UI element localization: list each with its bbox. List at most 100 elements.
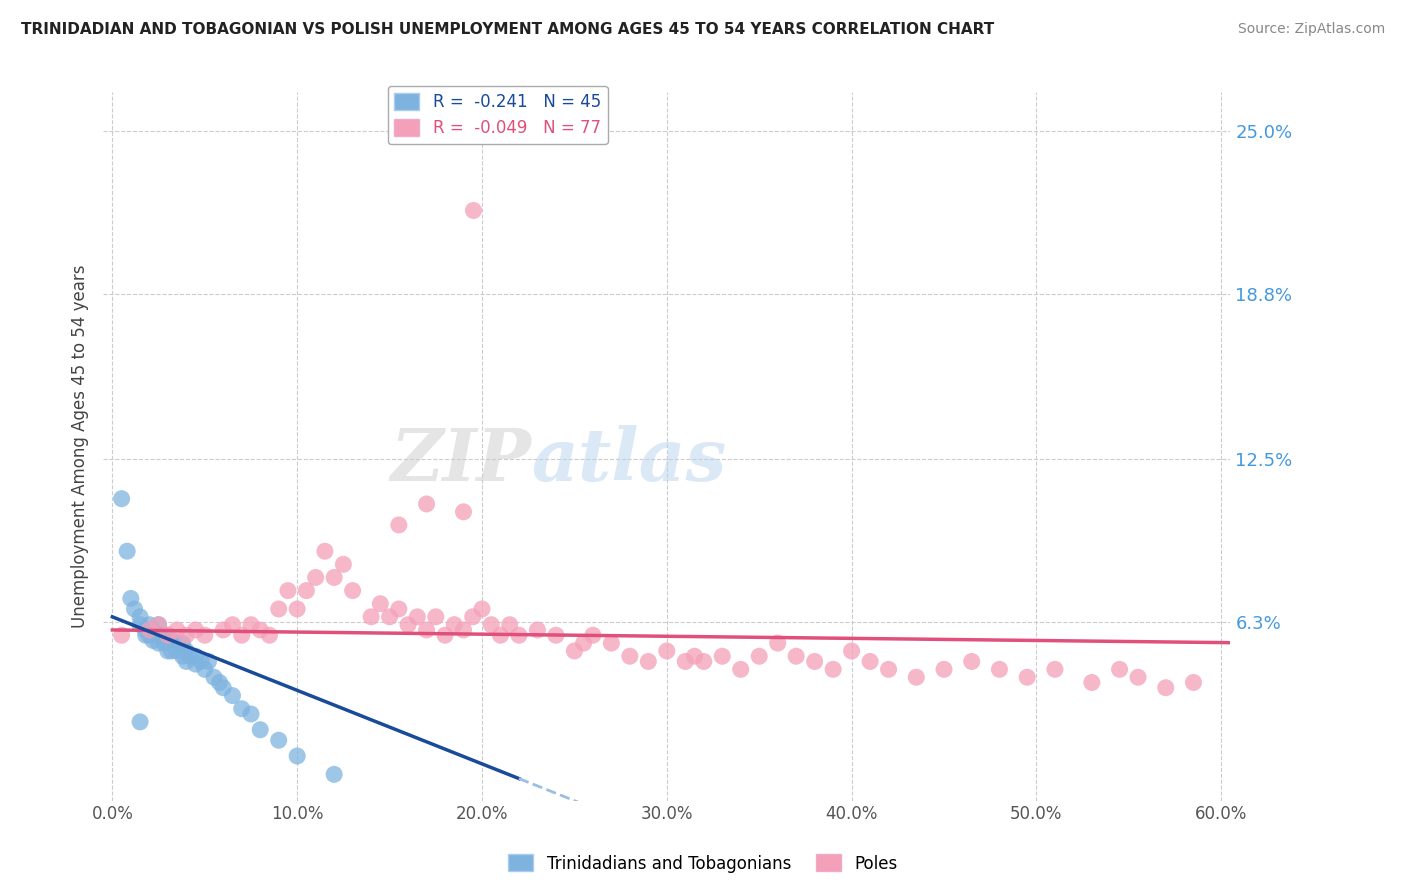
Point	[184, 657, 207, 672]
Point	[166, 623, 188, 637]
Point	[479, 617, 502, 632]
Point	[988, 662, 1011, 676]
Point	[1017, 670, 1039, 684]
Point	[748, 649, 770, 664]
Point	[1182, 675, 1205, 690]
Point	[572, 636, 595, 650]
Point	[138, 617, 160, 632]
Point	[323, 767, 346, 781]
Point	[693, 655, 716, 669]
Point	[673, 655, 696, 669]
Point	[174, 644, 197, 658]
Point	[285, 749, 308, 764]
Point	[148, 628, 170, 642]
Point	[544, 628, 567, 642]
Point	[823, 662, 845, 676]
Point	[766, 636, 789, 650]
Point	[129, 610, 152, 624]
Point	[267, 733, 290, 747]
Point	[259, 628, 281, 642]
Point	[221, 689, 243, 703]
Point	[1081, 675, 1104, 690]
Point	[1126, 670, 1149, 684]
Point	[120, 591, 142, 606]
Point	[231, 628, 253, 642]
Point	[110, 491, 132, 506]
Point	[115, 544, 138, 558]
Point	[378, 610, 401, 624]
Point	[342, 583, 364, 598]
Point	[153, 628, 176, 642]
Point	[184, 623, 207, 637]
Point	[135, 628, 157, 642]
Point	[174, 655, 197, 669]
Point	[637, 655, 659, 669]
Point	[1108, 662, 1130, 676]
Point	[166, 644, 188, 658]
Point	[190, 655, 212, 669]
Point	[655, 644, 678, 658]
Point	[202, 670, 225, 684]
Point	[711, 649, 734, 664]
Point	[138, 628, 160, 642]
Point	[240, 617, 263, 632]
Point	[142, 623, 165, 637]
Point	[415, 497, 437, 511]
Point	[194, 628, 217, 642]
Point	[305, 570, 328, 584]
Point	[582, 628, 605, 642]
Point	[461, 610, 484, 624]
Point	[231, 702, 253, 716]
Point	[148, 617, 170, 632]
Point	[730, 662, 752, 676]
Point	[221, 617, 243, 632]
Point	[360, 610, 382, 624]
Point	[197, 655, 219, 669]
Point	[172, 649, 194, 664]
Point	[184, 649, 207, 664]
Point	[841, 644, 863, 658]
Point	[323, 570, 346, 584]
Point	[388, 518, 411, 533]
Point	[156, 628, 179, 642]
Point	[370, 597, 392, 611]
Point	[683, 649, 706, 664]
Point	[166, 636, 188, 650]
Point	[129, 617, 152, 632]
Point	[425, 610, 447, 624]
Point	[124, 602, 146, 616]
Point	[600, 636, 623, 650]
Point	[156, 644, 179, 658]
Point	[332, 558, 354, 572]
Point	[249, 723, 271, 737]
Point	[396, 617, 419, 632]
Point	[249, 623, 271, 637]
Point	[905, 670, 928, 684]
Point	[388, 602, 411, 616]
Text: ZIP: ZIP	[391, 425, 531, 496]
Point	[212, 681, 235, 695]
Point	[443, 617, 465, 632]
Text: Source: ZipAtlas.com: Source: ZipAtlas.com	[1237, 22, 1385, 37]
Point	[859, 655, 882, 669]
Point	[153, 636, 176, 650]
Point	[461, 202, 484, 217]
Point	[148, 617, 170, 632]
Point	[1043, 662, 1066, 676]
Point	[135, 623, 157, 637]
Point	[212, 623, 235, 637]
Point	[1154, 681, 1177, 695]
Y-axis label: Unemployment Among Ages 45 to 54 years: Unemployment Among Ages 45 to 54 years	[72, 264, 89, 628]
Point	[960, 655, 983, 669]
Point	[508, 628, 530, 642]
Point	[285, 602, 308, 616]
Point	[499, 617, 522, 632]
Point	[434, 628, 457, 642]
Point	[156, 628, 179, 642]
Point	[156, 636, 179, 650]
Point	[110, 628, 132, 642]
Point	[877, 662, 900, 676]
Point	[406, 610, 429, 624]
Point	[415, 623, 437, 637]
Point	[138, 623, 160, 637]
